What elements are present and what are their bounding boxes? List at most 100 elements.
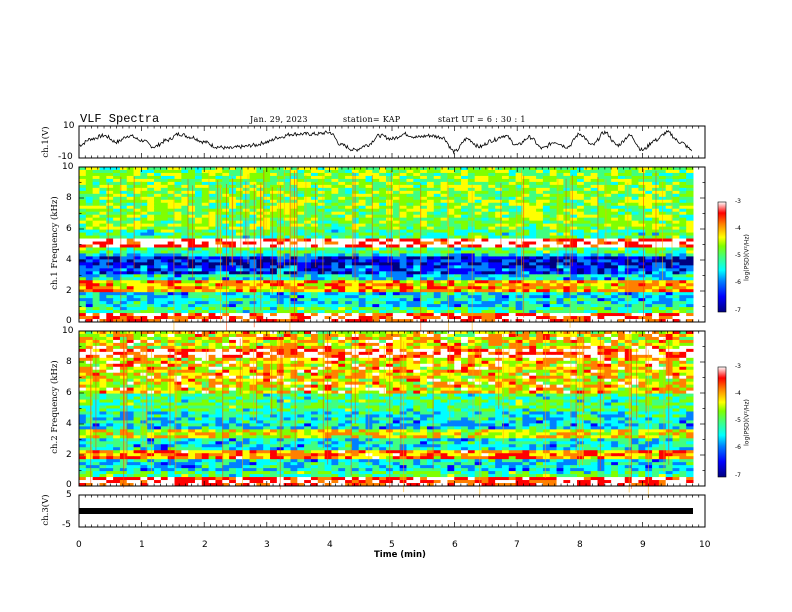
- spectrogram-cell: [631, 226, 639, 231]
- spectrogram-cell: [372, 214, 380, 219]
- spectrogram-cell: [119, 310, 128, 314]
- spectrogram-cell: [208, 217, 216, 222]
- spectrogram-cell: [522, 196, 530, 201]
- spectrogram-cell: [529, 244, 537, 248]
- spectrogram-cell: [113, 301, 121, 305]
- spectrogram-cell: [331, 256, 339, 260]
- spectrogram-cell: [276, 167, 285, 171]
- spectrogram-cell: [645, 205, 653, 210]
- spectrogram-cell: [140, 238, 148, 243]
- spectrogram-cell: [379, 199, 387, 204]
- spectrogram-cell: [433, 298, 442, 302]
- spectrogram-cell: [113, 268, 121, 272]
- spectrogram-cell: [235, 175, 244, 180]
- spectrogram-cell: [160, 262, 169, 266]
- spectrogram-cell: [413, 220, 421, 225]
- spectrogram-cell: [365, 244, 373, 248]
- spectrogram-cell: [508, 336, 517, 341]
- spectrogram-cell: [399, 229, 407, 234]
- spectrogram-cell: [522, 214, 530, 219]
- spectrogram-cell: [583, 259, 592, 263]
- spectrogram-cell: [79, 265, 87, 269]
- spectrogram-spike: [260, 186, 262, 289]
- spectrogram-cell: [631, 217, 639, 222]
- spectrogram-cell: [99, 220, 107, 225]
- spectrogram-cell: [133, 304, 141, 308]
- spectrogram-cell: [99, 307, 107, 311]
- spectrogram-cell: [461, 259, 469, 263]
- spectrogram-cell: [413, 292, 421, 296]
- spectrogram-cell: [665, 193, 674, 198]
- spectrogram-cell: [399, 217, 407, 222]
- spectrogram-cell: [624, 319, 633, 323]
- spectrogram-cell: [92, 193, 100, 198]
- spectrogram-cell: [99, 169, 107, 174]
- spectrogram-cell: [611, 178, 619, 183]
- spectrogram-spike: [278, 171, 280, 310]
- spectrogram-cell: [399, 235, 407, 240]
- spectrogram-cell: [454, 205, 462, 210]
- spectrogram-cell: [399, 307, 407, 311]
- spectrogram-cell: [215, 310, 223, 314]
- spectrogram-cell: [617, 301, 626, 305]
- spectrogram-cell: [631, 259, 639, 263]
- spectrogram-cell: [147, 199, 155, 204]
- spectrogram-cell: [686, 167, 694, 171]
- spectrogram-cell: [515, 229, 523, 234]
- spectrogram-cell: [522, 187, 530, 192]
- spectrogram-cell: [181, 331, 189, 335]
- spectrogram-cell: [679, 199, 687, 204]
- spectrogram-cell: [495, 196, 503, 201]
- spectrogram-cell: [106, 226, 114, 231]
- spectrogram-cell: [638, 172, 646, 177]
- spectrogram-cell: [235, 331, 244, 335]
- spectrogram-cell: [522, 172, 530, 177]
- spectrogram-cell: [140, 289, 148, 293]
- spectrogram-cell: [406, 175, 414, 180]
- spectrogram-cell: [222, 331, 230, 335]
- spectrogram-cell: [583, 226, 592, 231]
- spectrogram-cell: [597, 175, 605, 180]
- spectrogram-cell: [549, 304, 558, 308]
- spectrogram-cell: [310, 217, 319, 222]
- spectrogram-cell: [345, 235, 353, 240]
- spectrogram-cell: [310, 292, 319, 296]
- spectrogram-cell: [440, 167, 448, 171]
- spectrogram-cell: [488, 193, 496, 198]
- spectrogram-cell: [126, 181, 135, 186]
- spectrogram-cell: [529, 220, 537, 225]
- spectrogram-cell: [317, 283, 326, 287]
- spectrogram-cell: [570, 196, 578, 201]
- spectrogram-cell: [194, 199, 203, 204]
- spectrogram-cell: [372, 256, 380, 260]
- spectrogram-cell: [563, 220, 571, 225]
- spectrogram-cell: [590, 238, 598, 243]
- spectrogram-cell: [474, 181, 483, 186]
- spectrogram-cell: [372, 181, 380, 186]
- spectrogram-cell: [679, 187, 687, 192]
- spectrogram-cell: [563, 336, 571, 341]
- spectrogram-cell: [372, 196, 380, 201]
- spectrogram-cell: [345, 241, 353, 245]
- spectrogram-cell: [392, 226, 401, 231]
- spectrogram-cell: [283, 304, 291, 308]
- spectrogram-cell: [106, 250, 114, 254]
- spectrogram-cell: [113, 292, 121, 296]
- spectrogram-cell: [501, 304, 510, 308]
- spectrogram-cell: [365, 208, 373, 213]
- spectrogram-cell: [270, 172, 278, 177]
- spectrogram-cell: [488, 178, 496, 183]
- spectrogram-cell: [317, 313, 326, 317]
- spectrogram-spike: [565, 178, 567, 267]
- spectrogram-cell: [256, 208, 264, 213]
- spectrogram-cell: [242, 304, 251, 308]
- spectrogram-cell: [160, 199, 169, 204]
- spectrogram-cell: [317, 331, 326, 335]
- spectrogram-cell: [270, 253, 278, 257]
- spectrogram-cell: [440, 298, 448, 302]
- spectrogram-cell: [549, 226, 558, 231]
- spectrogram-cell: [570, 289, 578, 293]
- spectrogram-cell: [208, 241, 216, 245]
- spectrogram-cell: [549, 265, 558, 269]
- spectrogram-cell: [536, 172, 544, 177]
